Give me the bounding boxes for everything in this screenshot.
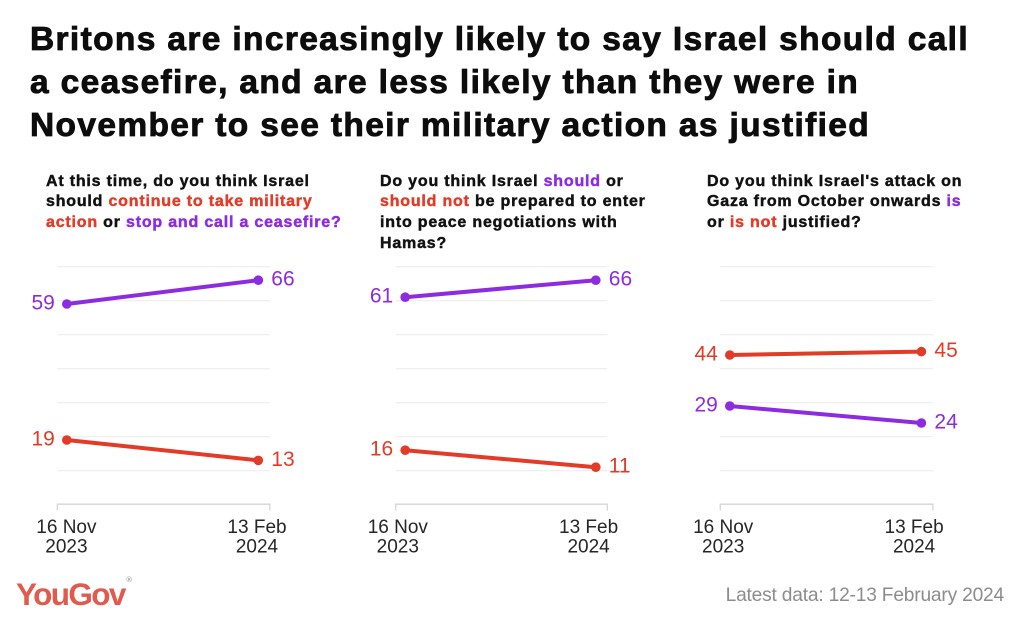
svg-text:29: 29	[694, 394, 717, 417]
svg-text:16 Nov: 16 Nov	[36, 517, 97, 538]
svg-text:2023: 2023	[377, 537, 419, 558]
svg-text:66: 66	[609, 268, 632, 291]
svg-text:13 Feb: 13 Feb	[559, 517, 618, 538]
svg-text:2024: 2024	[893, 537, 936, 558]
svg-text:61: 61	[370, 285, 393, 308]
svg-text:16 Nov: 16 Nov	[693, 517, 754, 538]
svg-text:13 Feb: 13 Feb	[885, 517, 944, 538]
svg-text:2024: 2024	[236, 537, 279, 558]
svg-text:59: 59	[31, 292, 54, 315]
svg-text:44: 44	[694, 343, 718, 366]
svg-text:45: 45	[934, 339, 957, 362]
svg-text:13 Feb: 13 Feb	[227, 517, 286, 538]
svg-text:13: 13	[271, 448, 294, 471]
svg-text:2023: 2023	[702, 537, 744, 558]
svg-text:11: 11	[609, 455, 631, 478]
svg-text:16: 16	[370, 438, 393, 461]
svg-text:66: 66	[271, 268, 294, 291]
svg-text:16 Nov: 16 Nov	[368, 517, 429, 538]
svg-text:19: 19	[31, 428, 54, 451]
svg-text:24: 24	[934, 411, 958, 434]
svg-text:2023: 2023	[45, 537, 87, 558]
svg-text:2024: 2024	[567, 537, 610, 558]
